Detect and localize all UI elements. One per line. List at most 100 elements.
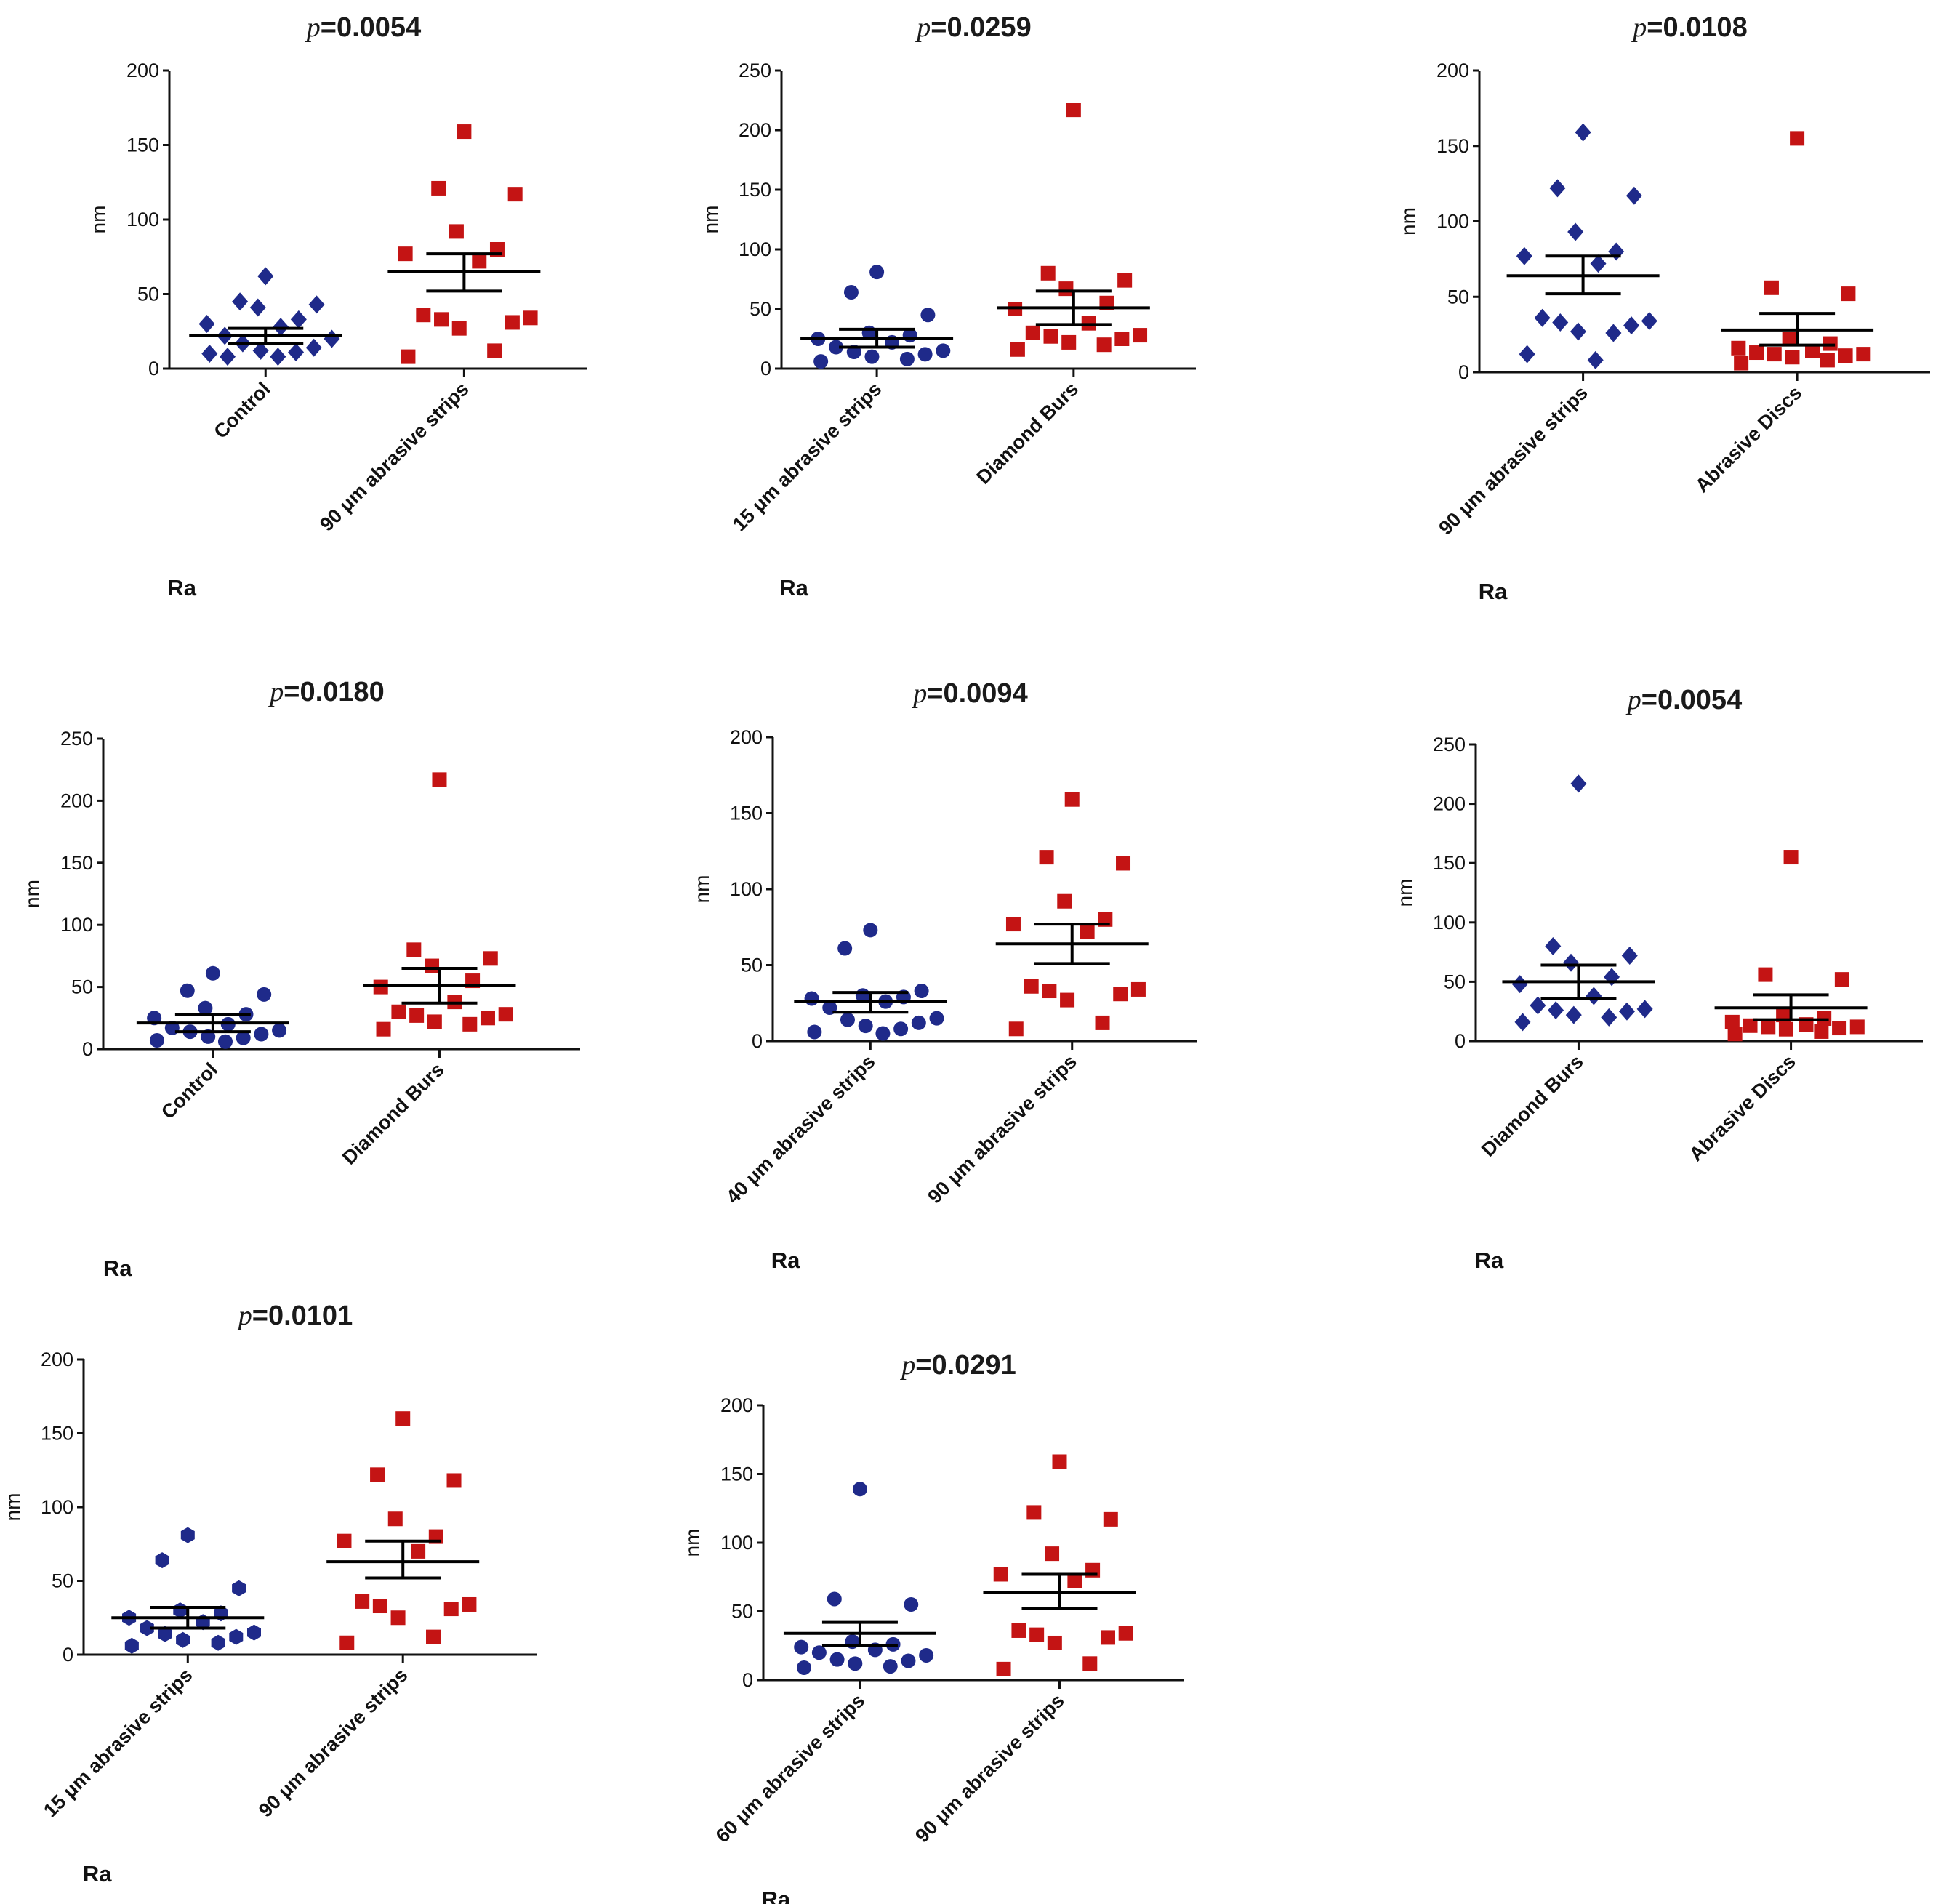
y-tick-label: 200 [1436, 60, 1469, 81]
data-point [1823, 336, 1838, 351]
data-point [1782, 332, 1797, 347]
chart-title: p=0.0054 [305, 12, 421, 43]
data-point [1008, 1021, 1024, 1037]
data-point [1067, 1573, 1082, 1588]
data-point [1058, 281, 1074, 297]
data-point [446, 1473, 462, 1488]
data-point [1548, 1001, 1564, 1020]
data-point [794, 1639, 809, 1655]
data-point [370, 1467, 385, 1482]
data-point [232, 1580, 246, 1596]
data-point [1778, 1021, 1793, 1037]
y-tick-label: 200 [60, 790, 93, 811]
data-point [1045, 1546, 1060, 1562]
data-point [1841, 286, 1856, 302]
data-point [232, 292, 249, 311]
y-tick-label: 50 [750, 298, 771, 320]
data-point [427, 1014, 442, 1029]
data-point [1565, 1005, 1582, 1024]
data-point [1103, 1511, 1118, 1527]
data-point [480, 1011, 495, 1026]
title-p-value: =0.0108 [1647, 12, 1747, 43]
data-point [852, 1482, 867, 1497]
chart-title: p=0.0180 [268, 677, 384, 707]
y-tick-label: 150 [720, 1463, 753, 1485]
data-point [1042, 984, 1057, 999]
x-axis-label: Ra [762, 1887, 791, 1904]
data-point [229, 1628, 244, 1645]
data-point [249, 298, 266, 317]
data-point [1838, 348, 1853, 363]
data-point [1130, 981, 1146, 997]
y-tick-label: 200 [730, 726, 763, 748]
data-point [1113, 987, 1128, 1002]
data-point [883, 1659, 898, 1674]
data-point [1767, 347, 1782, 362]
x-category-label: 60 μm abrasive strips [712, 1690, 869, 1847]
data-point [1758, 967, 1773, 982]
data-point [270, 348, 286, 366]
y-axis-label: nm [1394, 879, 1416, 907]
data-point [457, 124, 472, 140]
data-point [864, 349, 880, 364]
data-point [324, 329, 340, 348]
title-p-symbol: p [305, 12, 321, 43]
data-point [434, 312, 449, 327]
data-point [252, 341, 269, 360]
data-point [432, 772, 447, 787]
data-point [523, 310, 538, 326]
x-category-label: 15 μm abrasive strips [728, 378, 885, 535]
data-point [305, 338, 322, 357]
y-tick-label: 150 [730, 803, 763, 824]
data-point [205, 965, 220, 981]
data-point [1601, 1008, 1618, 1027]
y-tick-label: 50 [137, 284, 159, 305]
data-point [1834, 972, 1849, 987]
data-point [376, 1021, 391, 1037]
data-point [288, 342, 305, 361]
chart-panel-7: p=0.0101 0 50 100 150 200 nm 15 μm abrasive str… [1, 1301, 537, 1887]
data-point [1731, 340, 1746, 356]
data-point [387, 1511, 403, 1527]
y-tick-label: 100 [1433, 912, 1466, 933]
data-point [1856, 347, 1871, 362]
y-tick-label: 250 [739, 60, 771, 81]
data-point [158, 1626, 172, 1642]
data-point [1749, 345, 1764, 361]
chart-title: p=0.0259 [915, 12, 1031, 43]
data-point [843, 285, 859, 300]
chart-title: p=0.0108 [1631, 12, 1747, 43]
y-tick-label: 0 [752, 1030, 763, 1052]
title-p-symbol: p [236, 1301, 252, 1331]
data-point [257, 987, 272, 1002]
y-tick-label: 50 [1447, 286, 1469, 308]
data-point [899, 351, 915, 366]
data-point [1514, 1013, 1531, 1032]
data-point [1625, 186, 1642, 205]
y-tick-label: 200 [739, 119, 771, 141]
data-point [827, 1591, 842, 1607]
data-point [1516, 246, 1532, 265]
data-point [1605, 324, 1622, 342]
x-axis-label: Ra [83, 1861, 112, 1887]
data-point [929, 1011, 944, 1026]
chart-title: p=0.0291 [899, 1350, 1016, 1381]
data-point [1064, 792, 1080, 807]
y-axis-label: nm [1397, 207, 1420, 236]
data-point [198, 1000, 213, 1016]
x-axis-label: Ra [1475, 1248, 1504, 1273]
x-category-label: 90 μm abrasive strips [254, 1664, 411, 1821]
data-point [1570, 774, 1587, 793]
x-category-label: 90 μm abrasive strips [923, 1051, 1080, 1208]
data-point [1805, 343, 1820, 358]
title-p-symbol: p [1625, 685, 1641, 715]
x-axis-label: Ra [1479, 579, 1508, 604]
chart-panel-2: p=0.0259 0 50 100 150 200 250 nm 15 μm abrasive … [699, 12, 1196, 600]
data-point [807, 1024, 822, 1040]
data-point [149, 1033, 164, 1048]
x-category-label: 90 μm abrasive strips [911, 1690, 1068, 1847]
data-point [914, 984, 929, 999]
data-point [1043, 329, 1058, 344]
title-p-value: =0.0180 [284, 677, 384, 707]
